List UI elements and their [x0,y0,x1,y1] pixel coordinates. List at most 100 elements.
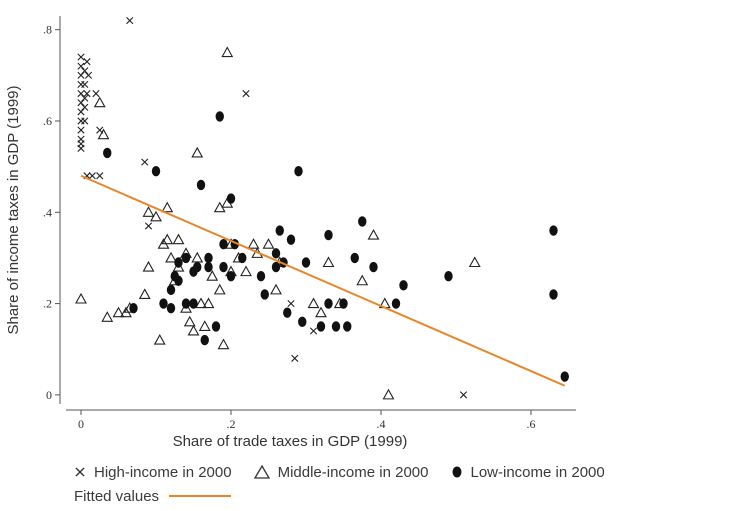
high-income-point [77,90,85,98]
x-tick-label: 0 [78,417,84,431]
low-income-point [560,371,569,382]
low-income-point [260,289,269,300]
low-income-point [369,261,378,273]
low-income-point [204,252,213,264]
middle-income-point [213,283,226,295]
middle-income-point [356,274,369,286]
y-tick-label: .6 [43,114,52,128]
low-income-point [324,229,333,241]
legend: High-income in 2000 Middle-income in 200… [74,460,744,508]
middle-income-point [382,388,395,400]
high-income-point [144,222,153,230]
middle-income-point [142,260,155,272]
plot-area [75,16,569,400]
low-income-point [204,261,213,273]
legend-label-middle-income: Middle-income in 2000 [277,463,429,481]
fitted-line-swatch [169,495,232,497]
legend-item-middle-income: Middle-income in 2000 [253,463,429,481]
x-tick-label: .6 [527,417,536,431]
high-income-point [84,71,93,79]
middle-income-point [468,256,481,268]
low-income-point [174,275,183,286]
high-income-point [287,299,295,308]
low-income-point [331,321,341,332]
x-axis-title: Share of trade taxes in GDP (1999) [173,433,408,450]
high-income-point [88,172,96,180]
middle-income-point [262,238,275,249]
middle-income-point [150,210,162,222]
middle-income-point [367,228,380,240]
high-income-point [96,172,104,180]
high-income-point [81,80,89,89]
middle-income-point [191,146,204,158]
middle-income-point [315,306,327,318]
low-income-point [215,111,224,122]
legend-item-fitted: Fitted values [74,487,232,505]
middle-income-point [183,315,196,327]
low-income-point [166,284,176,296]
low-income-point [189,298,198,309]
low-income-point [200,334,209,346]
middle-income-point [153,333,166,345]
low-income-point [294,166,303,177]
middle-income-point [221,46,234,58]
middle-income-point [206,270,219,281]
low-income-point [316,321,326,332]
low-income-point [301,257,311,268]
high-income-point [77,108,85,116]
low-income-point [549,225,558,236]
legend-item-high-income: High-income in 2000 [74,464,232,481]
high-income-point [141,158,149,166]
high-income-point [92,90,100,98]
middle-income-point [97,128,110,140]
y-tick-label: .8 [43,23,52,37]
middle-income-point [307,297,320,309]
scatter-chart: 0 .2 .4 .6 0 .2 .4 .6 .8 Share of trade taxes i… [5,16,576,450]
low-income-point [275,225,284,236]
high-income-point [81,103,89,111]
low-income-point [391,298,401,309]
triangle-marker-icon [253,465,270,479]
low-income-point [129,302,138,314]
legend-label-fitted: Fitted values [74,487,160,505]
middle-income-point [198,320,211,331]
low-income-point [271,248,281,259]
middle-income-point [138,288,151,299]
high-income-point [77,144,85,152]
high-income-point [77,126,85,134]
high-income-point [83,58,91,66]
high-income-point [81,117,89,125]
middle-income-point [75,292,87,304]
high-income-point [83,90,91,98]
low-income-point [226,270,236,282]
x-tick-label: .2 [227,417,236,431]
high-income-point [126,16,134,25]
middle-income-point [165,251,177,263]
x-tick-label: .4 [377,417,386,431]
low-income-point [358,216,367,227]
y-tick-label: .2 [43,297,52,311]
high-income-point [309,327,318,335]
low-income-point [283,307,292,318]
middle-income-point [101,311,114,322]
y-axis-ticks: 0 .2 .4 .6 .8 [43,23,60,402]
low-income-point [174,257,183,268]
middle-income-point [93,96,106,108]
x-marker-icon [75,467,85,477]
middle-income-point [195,297,207,309]
low-income-point [444,270,453,282]
high-income-point [459,391,468,399]
middle-income-point [142,206,155,217]
middle-income-point [202,297,215,309]
low-income-point [343,321,352,332]
low-income-point [324,298,333,309]
legend-label-high-income: High-income in 2000 [94,463,232,481]
y-axis-title: Share of income taxes in GDP (1999) [5,85,22,334]
low-income-point [159,298,168,309]
low-income-point [238,252,247,264]
low-income-point [219,239,228,250]
low-income-point [196,179,206,191]
low-income-point [103,147,112,159]
middle-income-point [270,283,282,295]
low-income-point [181,252,191,264]
